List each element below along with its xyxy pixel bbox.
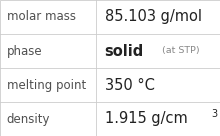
Text: phase: phase (7, 44, 42, 58)
Bar (96, 102, 220, 136)
Text: 3: 3 (211, 109, 217, 119)
Bar (0, 68, 96, 102)
Bar (0, 34, 96, 68)
Text: 85.103 g/mol: 85.103 g/mol (104, 10, 202, 24)
Bar (96, 68, 220, 102)
Text: melting point: melting point (7, 78, 86, 92)
Bar (0, 102, 96, 136)
Text: (at STP): (at STP) (162, 47, 199, 55)
Text: 350 °C: 350 °C (104, 78, 154, 92)
Bar (0, 0, 96, 34)
Bar (96, 0, 220, 34)
Bar (96, 34, 220, 68)
Text: solid: solid (104, 44, 144, 58)
Text: density: density (7, 112, 50, 126)
Text: 1.915 g/cm: 1.915 g/cm (104, 112, 187, 126)
Text: molar mass: molar mass (7, 10, 76, 24)
